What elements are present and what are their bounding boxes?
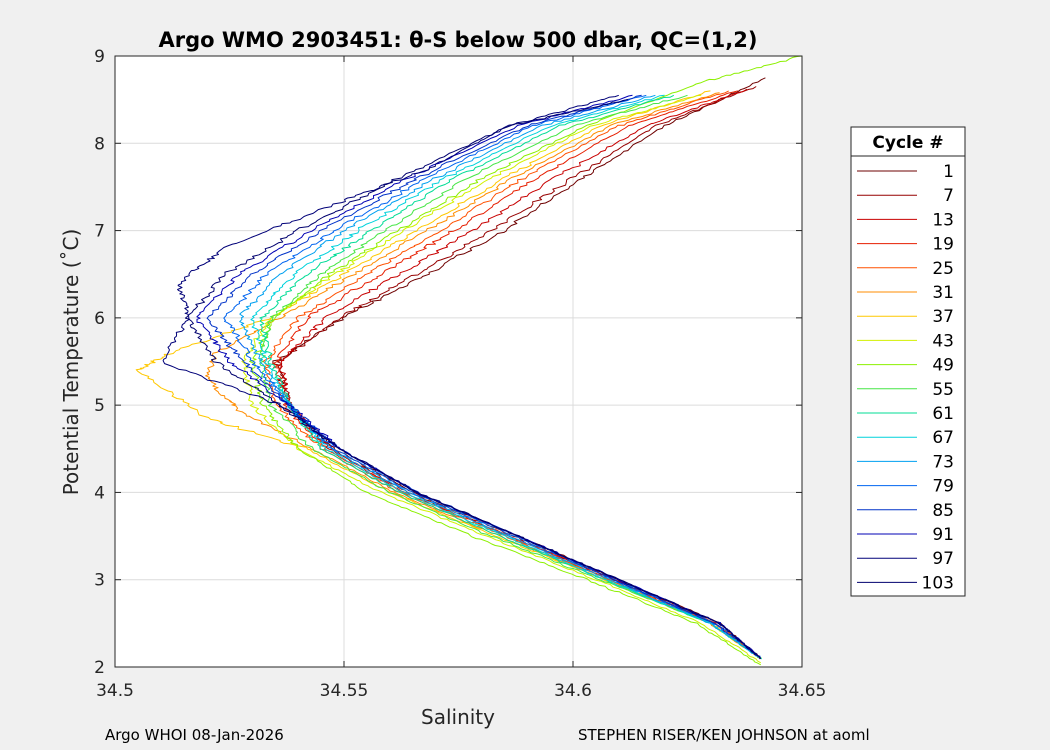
chart-title: Argo WMO 2903451: θ-S below 500 dbar, QC… [159,28,758,52]
legend-label: 7 [943,186,954,206]
x-tick-label: 34.55 [320,681,369,701]
legend-label: 1 [943,162,954,182]
x-axis-label: Salinity [421,705,495,729]
x-tick-label: 34.65 [778,681,827,701]
y-axis-label: Potential Temperature (˚C) [59,229,83,496]
y-tick-labels: 2 3 4 5 6 7 8 9 [94,47,105,678]
series-layer [135,55,803,666]
legend-label: 49 [932,356,954,376]
legend-box [850,126,966,597]
series-line-cycle-37 [135,90,762,659]
x-tick-labels: 34.5 34.55 34.6 34.65 [96,681,826,701]
series-line-cycle-85 [206,94,761,659]
legend-label: 97 [932,549,954,569]
legend-label: 25 [932,259,954,279]
legend-label: 43 [932,331,954,351]
x-tick-label: 34.6 [554,681,592,701]
legend-label: 67 [932,428,954,448]
legend-label: 13 [932,210,954,230]
y-tick-label: 4 [94,483,105,503]
legend-label: 73 [932,452,954,472]
y-tick-label: 9 [94,47,105,67]
legend-title: Cycle # [872,133,943,153]
legend-label: 85 [932,501,954,521]
series-line-cycle-67 [250,94,761,659]
legend: Cycle # 1 7 13 19 25 31 37 43 49 55 61 67 73 79 85 91 97… [850,126,966,597]
footer-credit: STEPHEN RISER/KEN JOHNSON at aoml [578,726,870,744]
legend-label: 61 [932,404,954,424]
legend-label: 19 [932,235,954,255]
y-tick-label: 8 [94,134,105,154]
y-tick-label: 6 [94,309,105,329]
x-tick-label: 34.5 [96,681,134,701]
y-tick-label: 5 [94,396,105,416]
series-line-cycle-73 [239,94,761,659]
axes-box [114,55,803,668]
y-tick-label: 2 [94,658,105,678]
legend-label: 37 [932,307,954,327]
y-tick-label: 7 [94,222,105,242]
plot-area [115,56,802,667]
series-line-cycle-103 [184,99,762,660]
legend-label: 79 [932,477,954,497]
footer-date: Argo WHOI 08-Jan-2026 [105,726,284,744]
series-line-cycle-49 [249,55,803,666]
legend-label: 91 [932,525,954,545]
y-tick-label: 3 [94,571,105,591]
legend-label: 55 [932,380,954,400]
legend-label: 31 [932,283,954,303]
legend-items: 1 7 13 19 25 31 37 43 49 55 61 67 73 79 85 91 97 103 [857,162,954,593]
legend-label: 103 [922,573,954,593]
